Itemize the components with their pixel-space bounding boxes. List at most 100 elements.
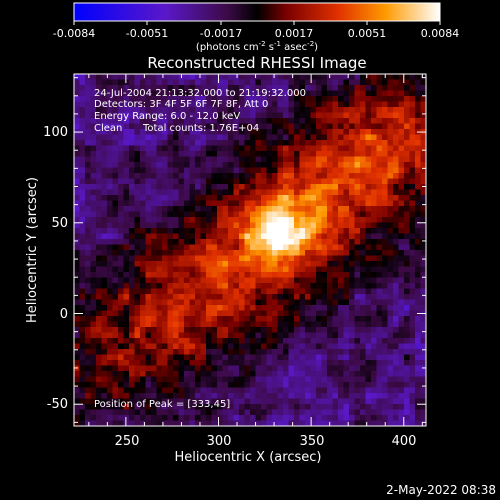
heatmap-cell (294, 244, 300, 251)
heatmap-cell (299, 107, 306, 113)
heatmap-cell (195, 354, 201, 361)
heatmap-cell (349, 178, 355, 185)
heatmap-cell (371, 250, 377, 256)
heatmap-cell (376, 167, 383, 174)
heatmap-cell (415, 387, 421, 394)
heatmap-cell (123, 228, 130, 234)
heatmap-cell (349, 211, 355, 218)
heatmap-cell (272, 277, 278, 284)
heatmap-cell (118, 145, 124, 152)
heatmap-cell (228, 239, 234, 245)
heatmap-cell (107, 118, 113, 124)
heatmap-cell (167, 338, 174, 344)
heatmap-cell (409, 349, 416, 355)
heatmap-cell (189, 288, 196, 295)
heatmap-cell (151, 129, 157, 135)
heatmap-cell (349, 162, 355, 168)
heatmap-cell (299, 321, 306, 328)
heatmap-cell (107, 107, 113, 113)
heatmap-cell (167, 255, 174, 262)
heatmap-cell (118, 387, 124, 394)
heatmap-cell (283, 277, 289, 284)
heatmap-cell (90, 409, 97, 416)
heatmap-cell (349, 327, 355, 333)
heatmap-cell (206, 129, 212, 135)
heatmap-cell (327, 305, 333, 311)
heatmap-cell (228, 420, 234, 426)
heatmap-cell (112, 228, 119, 234)
heatmap-cell (101, 294, 108, 300)
heatmap-cell (354, 316, 361, 322)
heatmap-cell (305, 310, 311, 317)
heatmap-cell (217, 244, 223, 251)
heatmap-cell (178, 228, 185, 234)
heatmap-cell (228, 321, 234, 328)
heatmap-cell (349, 272, 355, 278)
heatmap-cell (222, 266, 229, 273)
heatmap-cell (415, 409, 421, 416)
heatmap-cell (112, 299, 119, 306)
heatmap-cell (222, 129, 229, 135)
heatmap-cell (233, 409, 240, 416)
heatmap-cell (211, 365, 218, 372)
heatmap-cell (156, 343, 163, 350)
heatmap-cell (266, 90, 273, 97)
heatmap-cell (266, 382, 273, 388)
heatmap-cell (277, 420, 284, 426)
heatmap-cell (387, 255, 394, 262)
heatmap-cell (294, 222, 300, 229)
heatmap-cell (145, 134, 152, 141)
heatmap-cell (244, 217, 251, 223)
heatmap-cell (129, 343, 135, 350)
heatmap-cell (118, 404, 124, 410)
heatmap-cell (184, 244, 190, 251)
heatmap-cell (228, 162, 234, 168)
heatmap-cell (404, 376, 410, 383)
heatmap-cell (316, 222, 322, 229)
heatmap-cell (118, 393, 124, 399)
heatmap-cell (96, 250, 102, 256)
heatmap-cell (189, 409, 196, 416)
heatmap-cell (316, 107, 322, 113)
heatmap-cell (266, 255, 273, 262)
heatmap-cell (173, 261, 179, 267)
heatmap-cell (118, 206, 124, 212)
heatmap-cell (228, 338, 234, 344)
heatmap-cell (107, 85, 113, 91)
heatmap-cell (354, 354, 361, 361)
heatmap-cell (376, 184, 383, 190)
heatmap-cell (178, 261, 185, 267)
heatmap-cell (360, 283, 366, 289)
heatmap-cell (255, 316, 262, 322)
heatmap-cell (200, 140, 207, 146)
heatmap-cell (200, 409, 207, 416)
heatmap-cell (112, 118, 119, 124)
heatmap-cell (211, 338, 218, 344)
heatmap-cell (211, 107, 218, 113)
heatmap-cell (96, 162, 102, 168)
heatmap-cell (206, 261, 212, 267)
heatmap-cell (294, 90, 300, 97)
colorbar-unit-label: (photons cm-2 s-1 asec-2) (196, 40, 318, 53)
heatmap-cell (266, 96, 273, 102)
heatmap-cell (123, 266, 130, 273)
heatmap-cell (140, 96, 146, 102)
heatmap-cell (233, 101, 240, 108)
heatmap-cell (376, 415, 383, 421)
heatmap-cell (338, 123, 344, 130)
heatmap-cell (316, 332, 322, 339)
heatmap-cell (90, 206, 97, 212)
heatmap-cell (288, 167, 295, 174)
heatmap-cell (101, 250, 108, 256)
heatmap-cell (332, 167, 339, 174)
heatmap-cell (140, 387, 146, 394)
heatmap-cell (382, 250, 388, 256)
heatmap-cell (211, 305, 218, 311)
heatmap-cell (398, 101, 405, 108)
heatmap-cell (382, 222, 388, 229)
heatmap-cell (310, 167, 317, 174)
heatmap-cell (123, 90, 130, 97)
heatmap-cell (360, 74, 366, 80)
heatmap-cell (327, 283, 333, 289)
heatmap-cell (266, 85, 273, 91)
